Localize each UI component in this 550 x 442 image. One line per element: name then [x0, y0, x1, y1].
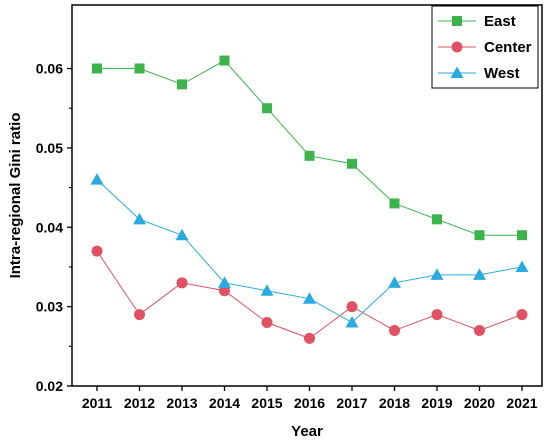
triangle-marker	[473, 268, 486, 280]
y-tick-label: 0.03	[36, 299, 63, 315]
triangle-marker	[430, 268, 444, 280]
x-tick-label: 2012	[124, 395, 155, 411]
x-tick-label: 2014	[209, 395, 240, 411]
triangle-marker	[260, 284, 274, 296]
x-axis-title: Year	[291, 423, 323, 440]
legend-label: East	[484, 13, 516, 30]
square-marker	[517, 230, 527, 241]
circle-marker	[389, 324, 400, 336]
circle-marker	[91, 245, 103, 257]
square-marker	[177, 79, 187, 90]
square-marker	[432, 214, 442, 225]
x-tick-label: 2015	[251, 395, 282, 411]
triangle-marker	[133, 212, 146, 225]
y-tick-label: 0.02	[36, 378, 63, 394]
square-marker	[134, 63, 145, 74]
circle-marker	[451, 41, 463, 53]
x-tick-label: 2018	[379, 395, 410, 411]
triangle-marker	[218, 276, 231, 288]
square-marker	[92, 63, 102, 74]
series-east	[92, 55, 527, 241]
y-tick-label: 0.05	[36, 140, 63, 156]
x-tick-label: 2011	[82, 395, 113, 411]
plot-area	[71, 4, 543, 387]
triangle-marker	[175, 228, 189, 241]
x-tick-label: 2019	[421, 395, 452, 411]
legend-item-center: Center	[438, 39, 532, 56]
series-west	[90, 173, 529, 328]
legend-item-west: West	[438, 65, 520, 82]
circle-marker	[219, 285, 230, 297]
legend-label: West	[484, 65, 520, 82]
x-axis: 2011 2012 2013 2014 2015 2016 2017 2018 2019 2020…	[82, 386, 538, 411]
y-tick-label: 0.06	[36, 61, 63, 77]
triangle-marker	[388, 276, 401, 288]
triangle-marker	[515, 260, 529, 272]
triangle-marker	[303, 292, 316, 304]
legend-label: Center	[484, 39, 532, 56]
y-axis: 0.02 0.03 0.04 0.05 0.06	[36, 61, 72, 394]
circle-marker	[431, 309, 443, 321]
triangle-marker	[450, 66, 464, 78]
square-marker	[262, 103, 272, 114]
circle-marker	[346, 301, 358, 313]
x-tick-label: 2020	[464, 395, 495, 411]
x-tick-label: 2017	[336, 395, 367, 411]
circle-marker	[176, 277, 188, 289]
square-marker	[304, 150, 315, 161]
triangle-marker	[345, 316, 359, 328]
series-center	[91, 245, 528, 344]
legend-item-east: East	[438, 13, 516, 30]
square-marker	[347, 158, 357, 169]
series-layer	[90, 55, 529, 344]
triangle-marker	[90, 173, 104, 185]
y-axis-title: Intra-regional Gini ratio	[7, 113, 24, 279]
circle-marker	[516, 309, 528, 321]
square-marker	[389, 198, 400, 209]
x-tick-label: 2021	[506, 395, 537, 411]
x-tick-label: 2013	[166, 395, 197, 411]
circle-marker	[134, 309, 145, 321]
circle-marker	[304, 332, 315, 344]
x-tick-label: 2016	[294, 395, 325, 411]
square-marker	[474, 230, 485, 241]
plot-border	[71, 4, 543, 387]
legend: East Center West	[431, 5, 539, 89]
circle-marker	[474, 324, 485, 336]
circle-marker	[261, 317, 273, 328]
y-tick-label: 0.04	[36, 219, 63, 235]
square-marker	[452, 16, 462, 26]
square-marker	[219, 55, 230, 66]
